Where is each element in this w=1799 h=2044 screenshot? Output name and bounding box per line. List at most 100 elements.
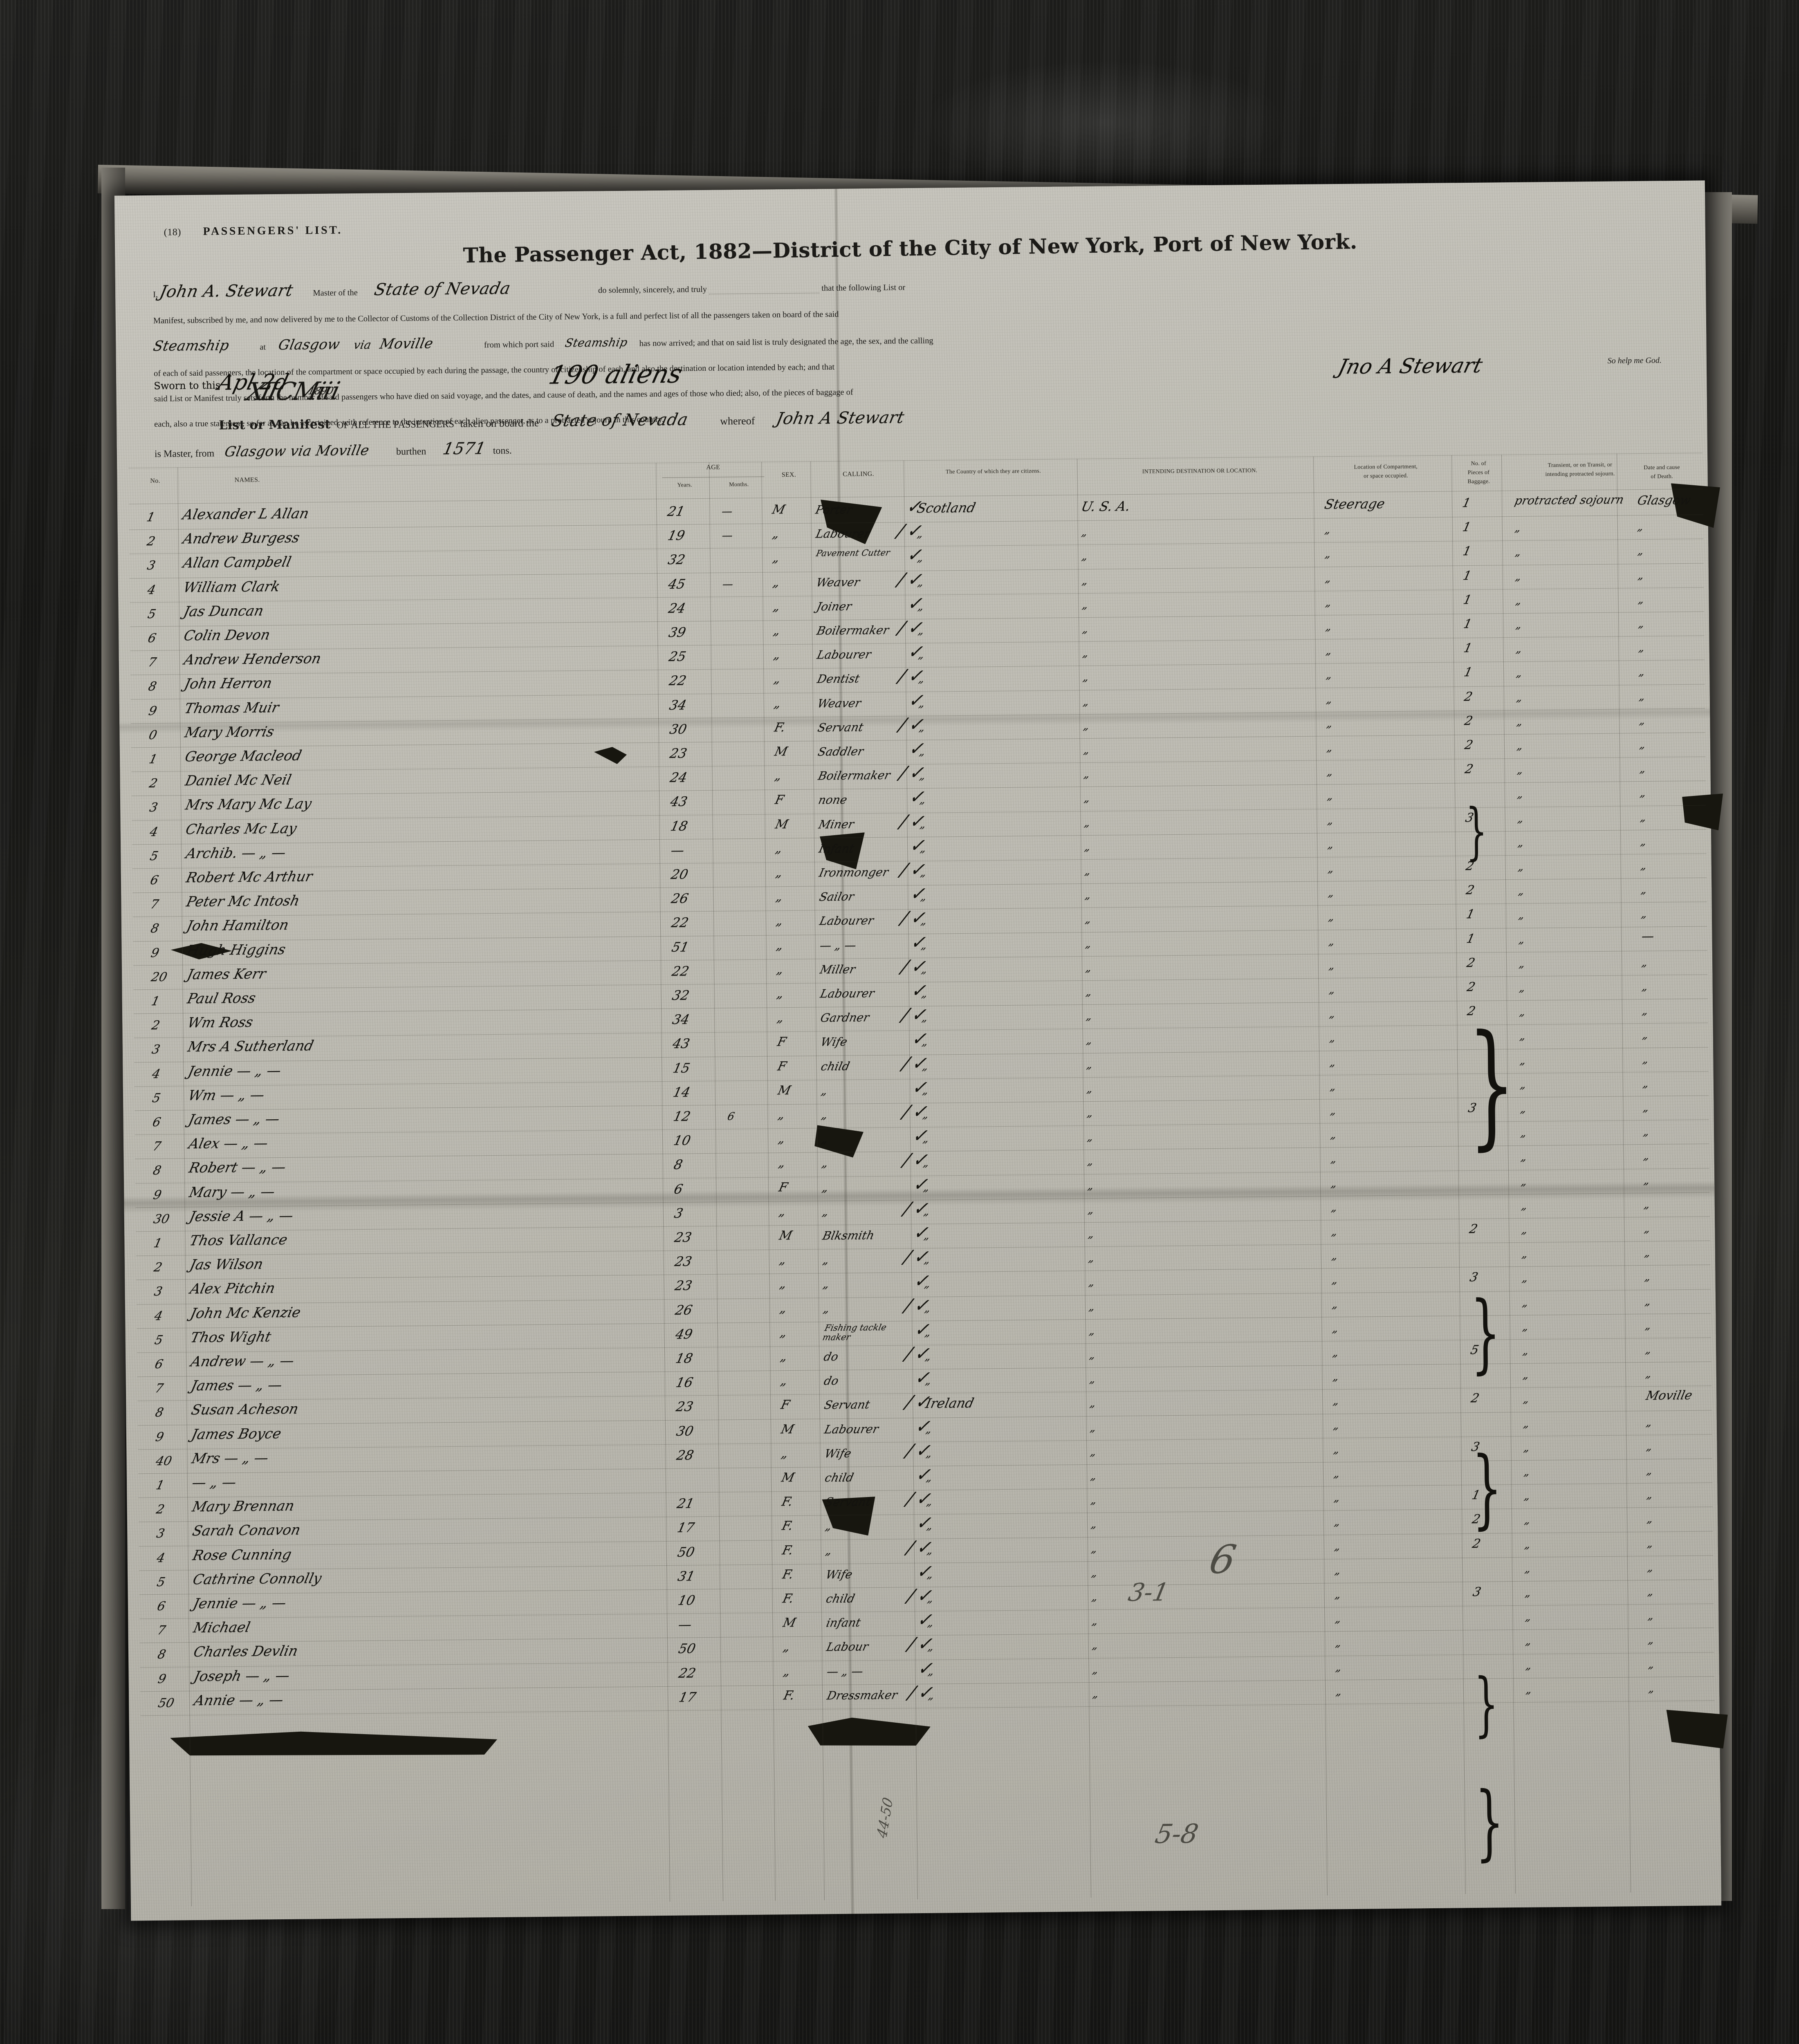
list-or-manifest-label: List or Manifest [219,417,331,433]
cell-row-number: 2 [148,776,159,791]
cell-date-cause-of-death: „ [1644,1319,1653,1332]
cell-row-number: 3 [148,800,159,815]
cell-passenger-name: Alex — „ — [187,1135,270,1152]
cell-baggage-pieces: 2 [1465,979,1477,995]
cell-passenger-name: Mary Brennan [191,1497,296,1515]
cell-sex: „ [782,1640,792,1654]
cell-transit-intention: „ [1521,1248,1529,1261]
cell-compartment-location: „ [1328,1032,1337,1044]
cell-transit-intention: „ [1520,1224,1529,1236]
cell-age-years: 22 [670,914,690,931]
cell-passenger-name: James Boyce [190,1425,283,1443]
cell-intending-destination: „ [1082,744,1091,757]
cell-date-cause-of-death: „ [1642,1174,1651,1187]
cell-compartment-location: „ [1324,621,1333,633]
cell-row-number: 2 [155,1502,166,1517]
cell-row-number: 1 [150,994,161,1009]
cell-baggage-pieces: 2 [1469,1391,1481,1406]
cell-passenger-name: James — „ — [189,1377,284,1394]
cell-baggage-pieces: 1 [1465,931,1476,946]
col-header-baggage-line3: Baggage. [1467,478,1490,485]
master-name-handwritten: John A. Stewart [158,281,295,301]
cell-row-number: 7 [151,1139,163,1154]
cell-intending-destination: „ [1081,623,1090,636]
cell-age-years: 32 [666,551,687,568]
passenger-manifest-sheet: (18) PASSENGERS' LIST. The Passenger Act… [114,180,1721,1921]
manifest-master-handwritten: John A Stewart [774,408,906,428]
cell-calling: child [825,1591,857,1606]
cell-compartment-location: „ [1327,887,1336,899]
cell-transit-intention: „ [1522,1417,1531,1430]
cell-calling: do [822,1349,840,1364]
cell-transit-intention: „ [1519,1054,1528,1067]
cell-calling: „ [821,1277,831,1291]
cell-row-number: 6 [156,1599,167,1614]
cell-intending-destination: „ [1084,961,1093,974]
cell-row-number: 1 [148,752,159,767]
col-header-destination: INTENDING DESTINATION OR LOCATION. [1142,467,1258,475]
cell-sex: F [776,1035,788,1049]
cell-row-number: 6 [149,873,160,888]
cell-calling: „ [821,1253,831,1267]
cell-transit-intention: „ [1524,1587,1532,1599]
cell-transit-intention: „ [1517,909,1526,922]
cell-compartment-location: „ [1326,814,1335,827]
cell-age-years: 23 [673,1229,693,1245]
cell-sex: „ [777,1132,787,1146]
cell-compartment-location: „ [1334,1637,1343,1650]
cell-transit-intention: „ [1515,667,1524,680]
cell-calling: Blksmith [821,1228,876,1243]
cell-intending-destination: „ [1088,1349,1097,1362]
cell-calling: infant [825,1616,862,1630]
col-header-sex: SEX. [781,471,796,479]
cell-intending-destination: „ [1085,1034,1094,1047]
cell-date-cause-of-death: Moville [1644,1388,1694,1403]
cell-compartment-location: „ [1326,717,1334,730]
cell-calling: Weaver [816,696,863,710]
cell-passenger-name: Wm Ross [186,1014,255,1031]
cell-sex: „ [771,551,781,565]
cell-transit-intention: „ [1522,1369,1530,1382]
passenger-table: No. NAMES. AGE Years. Months. SEX. CALLI… [128,453,1716,1907]
cell-baggage-pieces: 2 [1465,883,1476,898]
cell-baggage-pieces: 2 [1463,762,1475,777]
col-header-calling: CALLING. [842,470,874,478]
cell-sex: „ [778,1325,789,1340]
cell-calling: Miner [817,817,855,831]
cell-compartment-location: Steerage [1323,495,1386,512]
cell-compartment-location: „ [1325,693,1334,706]
cell-sex: „ [775,914,785,928]
via-label-handwritten: via [352,338,373,352]
cell-age-years: 14 [671,1084,692,1100]
family-brace: } [1467,1005,1516,1163]
cell-passenger-name: James — „ — [187,1110,281,1128]
master-of-the-label: Master of the [313,288,358,298]
cell-intending-destination: „ [1085,1010,1094,1023]
cell-age-years: 24 [668,769,689,786]
cell-compartment-location: „ [1328,1008,1337,1020]
cell-passenger-name: John Hamilton [185,917,291,935]
cell-date-cause-of-death: „ [1641,1053,1650,1066]
cell-compartment-location: „ [1326,790,1335,802]
manifest-heading-line-2: is Master, from Glasgow via Moville burt… [155,439,512,461]
cell-passenger-name: Andrew — „ — [189,1352,296,1370]
cell-intending-destination: „ [1085,986,1093,999]
cell-age-years: 30 [668,721,689,737]
cell-age-months: — [720,529,734,542]
cell-date-cause-of-death: „ [1637,545,1645,558]
cell-intending-destination: „ [1091,1663,1100,1676]
cell-intending-destination: „ [1090,1567,1099,1579]
cell-sex: „ [777,1156,787,1170]
cell-sex: F [779,1398,792,1412]
cell-row-number: 6 [146,631,158,646]
cell-row-number: 0 [147,728,159,742]
cell-compartment-location: „ [1330,1153,1338,1165]
cell-transit-intention: „ [1516,812,1525,825]
cell-intending-destination: „ [1083,865,1092,878]
cell-passenger-name: Andrew Burgess [181,529,301,547]
cell-calling: „ [824,1543,833,1557]
cell-compartment-location: „ [1325,645,1333,657]
cell-transit-intention: „ [1518,982,1527,994]
cell-transit-intention: „ [1523,1538,1532,1551]
cell-baggage-pieces: 1 [1463,665,1474,680]
